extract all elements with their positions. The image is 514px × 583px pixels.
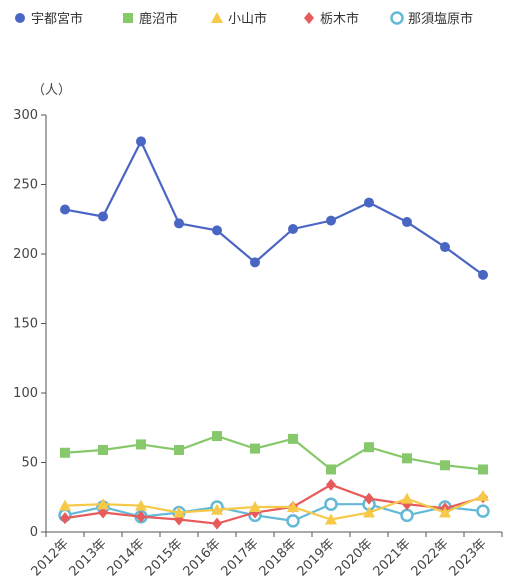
x-tick-label: 2015年 xyxy=(143,536,186,579)
data-point xyxy=(136,510,146,523)
y-tick-label: 0 xyxy=(30,525,38,540)
series-line xyxy=(64,138,484,276)
data-point xyxy=(476,504,490,518)
data-point xyxy=(250,257,260,268)
data-point xyxy=(288,223,298,234)
data-point xyxy=(401,492,413,504)
legend-label: 小山市 xyxy=(228,11,267,27)
x-tick-label: 2023年 xyxy=(447,536,490,579)
legend-label: 栃木市 xyxy=(320,11,359,27)
data-point xyxy=(286,514,300,528)
data-point xyxy=(212,431,222,442)
data-point xyxy=(174,218,184,229)
data-point xyxy=(326,464,336,475)
legend-marker xyxy=(304,12,314,24)
legend-label: 那須塩原市 xyxy=(408,11,473,27)
legend-item: 那須塩原市 xyxy=(390,11,473,27)
data-point xyxy=(60,204,70,215)
x-tick-label: 2021年 xyxy=(371,536,414,579)
data-point xyxy=(364,492,374,505)
data-point xyxy=(98,506,108,519)
data-point xyxy=(325,513,337,525)
data-point xyxy=(326,215,336,226)
data-point xyxy=(287,500,299,512)
data-point xyxy=(402,453,412,464)
legend-marker xyxy=(15,13,25,23)
data-point xyxy=(402,217,412,228)
data-point xyxy=(60,447,70,458)
series-line xyxy=(64,483,484,525)
legend-marker xyxy=(211,12,223,23)
x-tick-label: 2014年 xyxy=(105,536,148,579)
data-point xyxy=(173,506,185,518)
x-tick-label: 2020年 xyxy=(333,536,376,579)
data-point xyxy=(211,503,223,515)
data-point xyxy=(324,497,338,511)
series-line xyxy=(64,434,484,471)
legend-marker xyxy=(390,11,404,25)
data-point xyxy=(60,512,70,525)
data-point xyxy=(477,489,489,501)
data-point xyxy=(136,136,146,147)
legend-item: 小山市 xyxy=(211,11,267,27)
data-point xyxy=(364,442,374,453)
legend-label: 宇都宮市 xyxy=(31,11,83,27)
data-point xyxy=(59,499,71,511)
x-tick-label: 2012年 xyxy=(29,536,72,579)
legend-item: 宇都宮市 xyxy=(15,11,83,27)
data-point xyxy=(174,444,184,455)
data-point xyxy=(440,242,450,253)
x-tick-label: 2017年 xyxy=(219,536,262,579)
x-tick-label: 2016年 xyxy=(181,536,224,579)
x-tick-label: 2018年 xyxy=(257,536,300,579)
data-point xyxy=(97,498,109,510)
data-point xyxy=(478,269,488,280)
y-tick-label: 100 xyxy=(13,386,38,401)
data-point xyxy=(326,478,336,491)
data-point xyxy=(212,225,222,236)
data-point xyxy=(364,197,374,208)
data-point xyxy=(439,506,451,518)
data-point xyxy=(400,508,414,523)
y-tick-label: 150 xyxy=(13,317,38,332)
data-point xyxy=(212,517,222,530)
legend-label: 鹿沼市 xyxy=(139,11,178,27)
data-point xyxy=(363,506,375,518)
y-tick-label: 50 xyxy=(21,456,38,471)
data-point xyxy=(440,460,450,471)
data-point xyxy=(98,211,108,222)
y-tick-label: 200 xyxy=(13,247,38,262)
data-point xyxy=(135,499,147,511)
y-tick-label: 300 xyxy=(13,108,38,123)
data-point xyxy=(478,464,488,475)
legend-item: 鹿沼市 xyxy=(123,11,178,27)
x-tick-label: 2019年 xyxy=(295,536,338,579)
data-point xyxy=(136,439,146,450)
x-tick-label: 2022年 xyxy=(409,536,452,579)
data-point xyxy=(98,444,108,455)
legend-item: 栃木市 xyxy=(304,11,359,27)
data-point xyxy=(250,443,260,454)
x-tick-label: 2013年 xyxy=(67,536,110,579)
y-unit-label: （人） xyxy=(32,83,71,98)
y-tick-label: 250 xyxy=(13,178,38,193)
data-point xyxy=(288,433,298,444)
series-line xyxy=(64,494,484,521)
data-point xyxy=(249,500,261,512)
legend-marker xyxy=(123,13,133,23)
